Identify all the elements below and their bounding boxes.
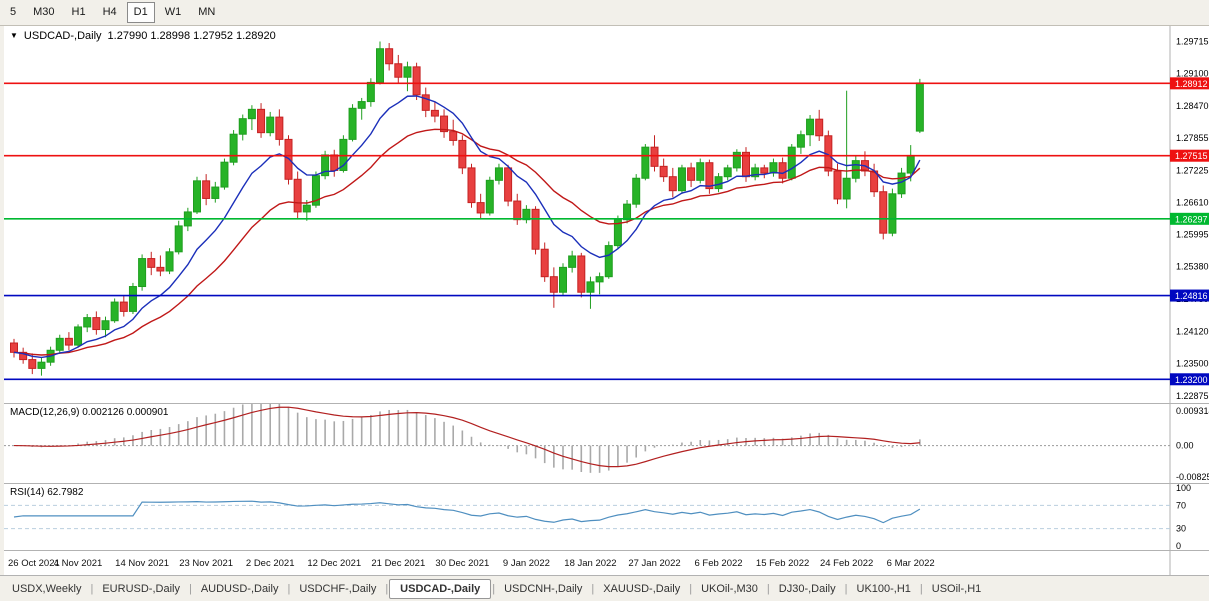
rsi-plot[interactable]: 100 70 30 0	[4, 484, 1209, 550]
candlesticks	[10, 41, 924, 376]
svg-text:1.23200: 1.23200	[1175, 375, 1208, 385]
macd-signal-line	[13, 406, 920, 468]
timeframe-button-mn[interactable]: MN	[198, 6, 216, 18]
date-label: 24 Feb 2022	[820, 558, 873, 569]
svg-text:1.27515: 1.27515	[1175, 151, 1208, 161]
date-label: 2 Dec 2021	[246, 558, 295, 569]
svg-text:1.24816: 1.24816	[1175, 291, 1208, 301]
timeframe-button-m30[interactable]: M30	[33, 6, 55, 18]
chart-tab-usdx-weekly[interactable]: USDX,Weekly	[12, 582, 82, 595]
price-axis-label: 1.27225	[1176, 166, 1209, 176]
price-level-badge	[1170, 373, 1209, 386]
timeframe-button-d1[interactable]: D1	[126, 2, 155, 23]
tab-separator: |	[90, 582, 94, 595]
rsi-axis-label: 100	[1176, 484, 1191, 493]
tab-separator: |	[919, 582, 923, 595]
ma-slow-line	[13, 128, 921, 356]
price-level-badge	[1170, 212, 1209, 225]
chart-tab-usdcnh-daily[interactable]: USDCNH-,Daily	[504, 582, 583, 595]
rsi-axis-label: 30	[1176, 524, 1186, 534]
tab-separator: |	[287, 582, 291, 595]
date-label: 15 Feb 2022	[756, 558, 809, 569]
price-level-badge	[1170, 289, 1209, 302]
chart-tab-eurusd-daily[interactable]: EURUSD-,Daily	[102, 582, 180, 595]
chart-tab-dj30-daily[interactable]: DJ30-,Daily	[778, 582, 836, 595]
rsi-line	[13, 500, 921, 524]
tab-separator: |	[188, 582, 192, 595]
date-label: 6 Feb 2022	[695, 558, 743, 569]
chart-tab-audusd-daily[interactable]: AUDUSD-,Daily	[200, 582, 279, 595]
rsi-pane[interactable]: 100 70 30 0 RSI(14) 62.7982	[4, 483, 1209, 550]
date-label: 21 Dec 2021	[371, 558, 425, 569]
price-level-badge	[1170, 149, 1209, 162]
date-label: 23 Nov 2021	[179, 558, 233, 569]
tab-separator: |	[385, 582, 389, 595]
timeframe-button-h1[interactable]: H1	[71, 6, 86, 18]
macd-pane[interactable]: 0.0093140.00-0.008256 MACD(12,26,9) 0.00…	[4, 403, 1209, 483]
date-label: 12 Dec 2021	[307, 558, 361, 569]
price-axis-label: 1.22875	[1176, 391, 1209, 401]
chart-tab-uk100-h1[interactable]: UK100-,H1	[856, 582, 911, 595]
price-axis-label: 1.24120	[1176, 327, 1209, 337]
main-chart-pane[interactable]: 1.29715 1.29100 1.28470 1.27855 1.27225 1.266…	[4, 26, 1209, 403]
timeframe-button-5[interactable]: 5	[10, 6, 17, 18]
tab-separator: |	[689, 582, 693, 595]
macd-axis-label: -0.008256	[1176, 472, 1209, 482]
rsi-axis-label: 70	[1176, 500, 1186, 510]
date-label: 30 Dec 2021	[435, 558, 489, 569]
price-axis-label: 1.25995	[1176, 229, 1209, 239]
chart-tab-usoil-h1[interactable]: USOil-,H1	[931, 582, 982, 595]
timeframe-button-w1[interactable]: W1	[164, 6, 182, 18]
date-label: 9 Jan 2022	[503, 558, 550, 569]
price-axis-label: 1.29100	[1176, 69, 1209, 79]
timeframe-button-h4[interactable]: H4	[102, 6, 117, 18]
tab-separator: |	[766, 582, 770, 595]
macd-axis-label: 0.00	[1176, 441, 1194, 451]
svg-text:1.28912: 1.28912	[1175, 79, 1208, 89]
ma-fast-line	[13, 95, 921, 359]
price-axis-label: 1.28470	[1176, 101, 1209, 111]
chart-region: 1.29715 1.29100 1.28470 1.27855 1.27225 1.266…	[4, 26, 1209, 575]
chart-tab-usdcad-daily[interactable]: USDCAD-,Daily	[389, 578, 492, 599]
price-axis-label: 1.29715	[1176, 37, 1209, 47]
timeframe-toolbar: 5 M30 H1 H4 D1 W1 MN	[0, 0, 1209, 26]
price-level-badge	[1170, 77, 1209, 90]
date-label: 18 Jan 2022	[564, 558, 616, 569]
chart-tab-usdchf-daily[interactable]: USDCHF-,Daily	[299, 582, 377, 595]
candlestick-chart[interactable]: 1.29715 1.29100 1.28470 1.27855 1.27225 1.266…	[4, 26, 1209, 403]
chart-tab-ukoil-m30[interactable]: UKOil-,M30	[701, 582, 758, 595]
rsi-axis-label: 0	[1176, 541, 1181, 550]
svg-text:1.26297: 1.26297	[1175, 214, 1208, 224]
time-axis[interactable]: 26 Oct 2021 4 Nov 2021 14 Nov 2021 23 Nov 2…	[4, 550, 1209, 575]
chart-tab-xauusd-daily[interactable]: XAUUSD-,Daily	[603, 582, 681, 595]
chart-tab-bar: USDX,Weekly | EURUSD-,Daily | AUDUSD-,Daily |…	[0, 575, 1209, 601]
macd-plot[interactable]: 0.009314 0.00 -0.008256	[4, 404, 1209, 483]
price-axis-label: 1.25380	[1176, 261, 1209, 271]
date-label: 26 Oct 2021	[8, 558, 60, 569]
macd-axis-label: 0.009314	[1176, 406, 1209, 416]
date-label: 6 Mar 2022	[887, 558, 935, 569]
date-label: 14 Nov 2021	[115, 558, 169, 569]
price-axis-label: 1.26610	[1176, 198, 1209, 208]
price-axis-label: 1.23500	[1176, 359, 1209, 369]
tab-separator: |	[844, 582, 848, 595]
date-label: 27 Jan 2022	[628, 558, 680, 569]
tab-separator: |	[492, 582, 496, 595]
tab-separator: |	[591, 582, 595, 595]
price-axis-label: 1.27855	[1176, 133, 1209, 143]
date-label: 4 Nov 2021	[54, 558, 103, 569]
